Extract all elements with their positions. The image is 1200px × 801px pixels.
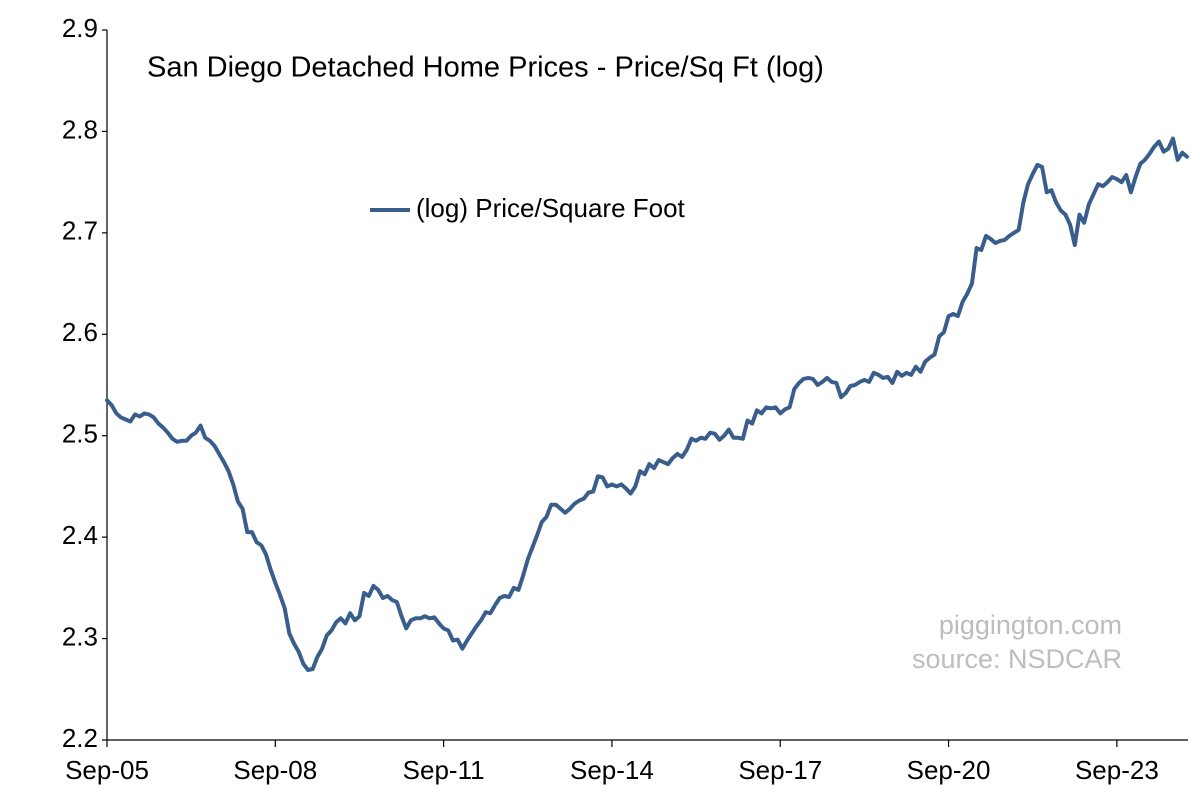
x-tick-label: Sep-11 — [403, 755, 485, 785]
annotation: piggington.com — [939, 610, 1122, 640]
x-tick-label: Sep-05 — [65, 755, 149, 785]
chart-title: San Diego Detached Home Prices - Price/S… — [147, 52, 824, 84]
y-tick-label: 2.5 — [62, 419, 98, 449]
y-tick-label: 2.4 — [62, 520, 98, 550]
x-tick-label: Sep-23 — [1075, 755, 1159, 785]
x-tick-label: Sep-14 — [570, 755, 654, 785]
x-tick-label: Sep-08 — [233, 755, 317, 785]
y-tick-label: 2.9 — [62, 13, 98, 43]
y-tick-label: 2.2 — [62, 723, 98, 753]
line — [105, 136, 1189, 673]
legend-label: (log) Price/Square Foot — [416, 193, 686, 223]
y-tick-label: 2.6 — [62, 317, 98, 347]
y-tick-label: 2.3 — [62, 621, 98, 651]
annotation: source: NSDCAR — [912, 644, 1122, 674]
x-tick-label: Sep-20 — [907, 755, 991, 785]
y-tick-label: 2.8 — [62, 114, 98, 144]
x-tick-label: Sep-17 — [738, 755, 822, 785]
y-tick-label: 2.7 — [62, 216, 98, 246]
